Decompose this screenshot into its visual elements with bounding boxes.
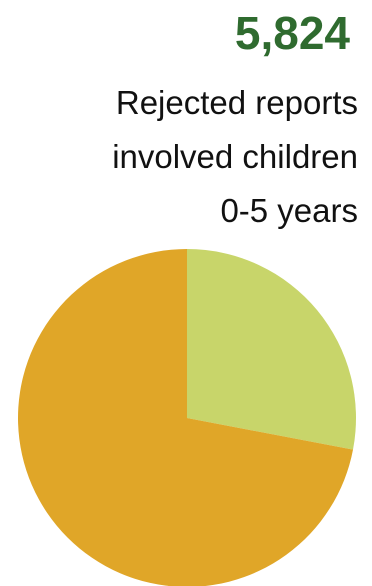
stat-description-line-3: 0-5 years [220,192,358,229]
pie-slice-1 [187,249,356,450]
stat-value: 5,824 [234,7,350,59]
stat-description-line-1: Rejected reports [115,84,358,121]
pie-slice-2 [18,249,354,586]
stat-description: Rejected reports involved children 0-5 y… [112,76,358,238]
pie-chart [18,249,356,586]
pie-chart-container [0,238,372,586]
stat-description-line-2: involved children [112,138,358,175]
